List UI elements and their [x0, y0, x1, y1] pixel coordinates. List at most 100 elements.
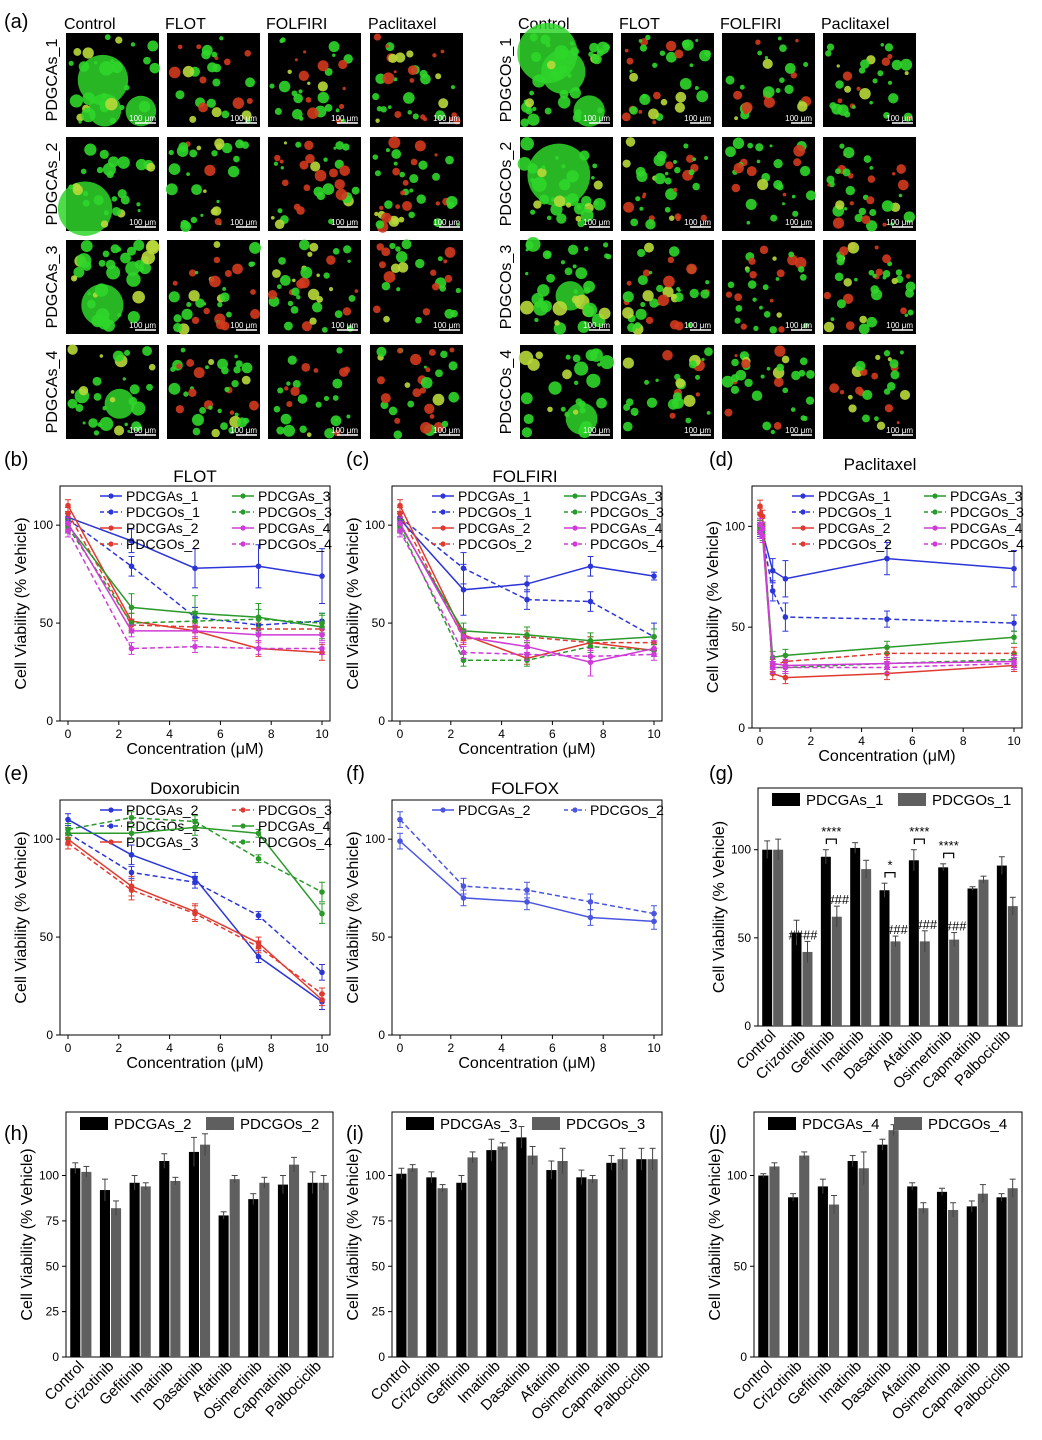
scale-bar-label: 100 μm [129, 426, 156, 435]
organoid-cell [621, 112, 631, 122]
scale-bar-label: 100 μm [785, 426, 812, 435]
bar [467, 1157, 478, 1357]
organoid-cell [78, 386, 89, 396]
chart-title: FOLFOX [491, 779, 559, 798]
panel-label: (a) [4, 11, 28, 33]
organoid-cell [854, 213, 863, 223]
organoid-cell [569, 87, 581, 99]
organoid-cell [839, 143, 845, 149]
organoid-cell [721, 375, 734, 388]
data-point [397, 838, 403, 844]
organoid-cell [410, 353, 422, 366]
organoid-cell [867, 175, 876, 183]
organoid-cell [834, 272, 844, 282]
organoid-cell [124, 349, 131, 356]
row-label: PDGCOs_2 [498, 142, 515, 227]
micrograph-tile: 100 μm [520, 237, 613, 335]
hash-significance-label: ### [915, 917, 937, 932]
organoid-cell [147, 40, 159, 52]
organoid-cell [790, 407, 796, 412]
series-PDCGAs_1: PDCGAs_1 [65, 488, 325, 604]
data-point [1011, 620, 1017, 626]
y-tick-label: 0 [46, 1028, 53, 1042]
organoid-cell [882, 275, 887, 280]
organoid-cell [782, 192, 787, 197]
legend-label: PDCGAs_1 [806, 792, 884, 809]
data-point [255, 912, 262, 919]
bar [636, 1159, 647, 1357]
organoid-cell [673, 292, 684, 302]
organoid-cell [415, 258, 425, 269]
organoid-cell [432, 393, 445, 406]
organoid-cell [656, 284, 664, 293]
organoid-cell [593, 180, 603, 190]
scale-bar-label: 100 μm [331, 321, 358, 330]
scale-bar-label: 100 μm [331, 426, 358, 435]
organoid-cell [648, 108, 659, 120]
organoid-cell [755, 143, 764, 152]
y-axis-label: Cell Viability (% Vehicle) [345, 831, 362, 1003]
organoid-cell [759, 245, 769, 255]
micrograph-tile: 100 μm [518, 345, 615, 439]
bar [948, 1210, 959, 1357]
organoid-cell [770, 214, 778, 222]
bar [907, 1186, 918, 1357]
data-point [192, 818, 198, 825]
hash-significance-label: ### [945, 919, 967, 934]
organoid-cell [294, 58, 298, 62]
organoid-cell [845, 321, 855, 330]
organoid-cell [445, 155, 454, 165]
data-point [128, 563, 135, 570]
organoid-cell [183, 391, 189, 397]
organoid-cell [93, 430, 100, 436]
organoid-cell [322, 183, 335, 195]
chart-title: FOLFIRI [492, 467, 557, 486]
organoid-cell [858, 207, 867, 216]
organoid-cell [762, 421, 772, 431]
legend-marker [572, 541, 578, 547]
organoid-cell [321, 326, 328, 333]
legend-label: PDCGOs_3 [590, 504, 664, 520]
organoid-cell [803, 62, 809, 68]
organoid-cell [531, 51, 542, 63]
data-point [65, 502, 71, 509]
organoid-cell [675, 378, 686, 388]
organoid-cell [681, 39, 690, 49]
y-tick-label: 50 [372, 1259, 386, 1273]
organoid-cell [704, 50, 711, 57]
data-point [460, 883, 467, 889]
organoid-cell [168, 66, 181, 79]
organoid-cell [762, 58, 773, 69]
organoid-cell [546, 273, 556, 283]
organoid-cell [232, 263, 243, 275]
organoid-cell [380, 393, 391, 404]
organoid-cell [794, 257, 807, 269]
data-point [192, 628, 198, 634]
organoid-cell [342, 86, 346, 91]
organoid-cell [569, 41, 575, 46]
data-point [460, 649, 467, 656]
significance-bracket [884, 872, 896, 878]
organoid-cell [212, 78, 221, 87]
organoid-cell [671, 293, 677, 300]
organoid-cell [638, 109, 643, 114]
organoid-cell [781, 355, 790, 364]
bar [758, 1175, 769, 1357]
organoid-cell [339, 165, 350, 176]
organoid-cell [283, 321, 293, 331]
organoid-cell [204, 164, 216, 177]
organoid-cell [799, 165, 811, 177]
organoid-cell [326, 255, 336, 265]
organoid-cell [689, 63, 694, 68]
organoid-cell [416, 194, 426, 204]
scale-bar-label: 100 μm [433, 218, 460, 227]
organoid-cell [521, 427, 533, 438]
data-point [651, 910, 657, 917]
scale-bar-label: 100 μm [886, 426, 913, 435]
scale-bar-label: 100 μm [886, 114, 913, 123]
organoid-cell [597, 107, 604, 114]
organoid-cell [348, 294, 356, 302]
